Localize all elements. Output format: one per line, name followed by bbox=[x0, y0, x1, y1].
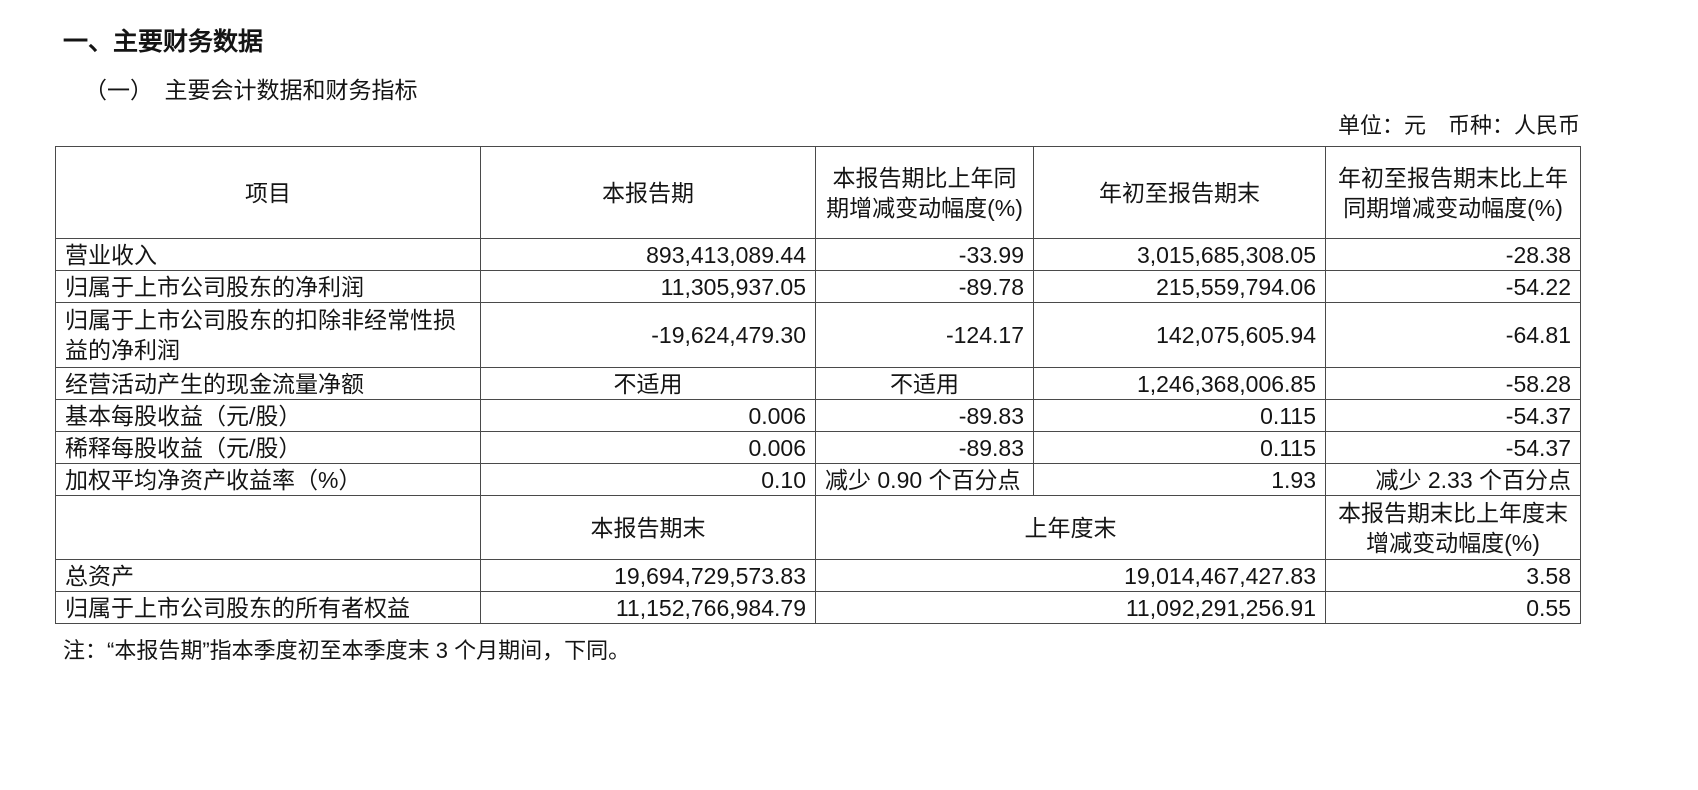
cell-ytd-yoy: -28.38 bbox=[1325, 238, 1581, 271]
cell-change: 0.55 bbox=[1325, 591, 1581, 624]
cell-ytd-yoy: -54.37 bbox=[1325, 399, 1581, 432]
cell-current: 893,413,089.44 bbox=[480, 238, 816, 271]
cell-yoy: 减少 0.90 个百分点 bbox=[815, 463, 1034, 496]
page-title: 一、主要财务数据 bbox=[63, 28, 264, 56]
cell-prev-year-end: 19,014,467,427.83 bbox=[815, 559, 1326, 592]
table-footnote: 注：“本报告期”指本季度初至本季度末 3 个月期间，下同。 bbox=[63, 638, 631, 663]
financial-data-table: 项目 本报告期 本报告期比上年同期增减变动幅度(%) 年初至报告期末 年初至报告… bbox=[55, 146, 1581, 624]
unit-currency-note: 单位：元 币种：人民币 bbox=[1337, 113, 1580, 138]
header-current-period: 本报告期 bbox=[480, 146, 816, 239]
cell-prev-year-end: 11,092,291,256.91 bbox=[815, 591, 1326, 624]
cell-current: 不适用 bbox=[480, 367, 816, 400]
cell-yoy: 不适用 bbox=[815, 367, 1034, 400]
cell-current: 0.10 bbox=[480, 463, 816, 496]
row-label: 稀释每股收益（元/股） bbox=[55, 431, 481, 464]
cell-current: 11,305,937.05 bbox=[480, 270, 816, 303]
table-row-weighted-avg-roe: 加权平均净资产收益率（%） 0.10 减少 0.90 个百分点 1.93 减少 … bbox=[55, 463, 1581, 496]
cell-ytd-yoy: -58.28 bbox=[1325, 367, 1581, 400]
cell-ytd: 0.115 bbox=[1033, 399, 1326, 432]
header-ytd-yoy: 年初至报告期末比上年同期增减变动幅度(%) bbox=[1325, 146, 1581, 239]
cell-ytd-yoy: -54.37 bbox=[1325, 431, 1581, 464]
cell-ytd: 3,015,685,308.05 bbox=[1033, 238, 1326, 271]
header-empty-cell bbox=[55, 495, 481, 560]
cell-ytd: 1.93 bbox=[1033, 463, 1326, 496]
cell-ytd: 142,075,605.94 bbox=[1033, 302, 1326, 368]
cell-ytd-yoy: -54.22 bbox=[1325, 270, 1581, 303]
section-subtitle: （一） 主要会计数据和财务指标 bbox=[84, 77, 418, 103]
table-row-diluted-eps: 稀释每股收益（元/股） 0.006 -89.83 0.115 -54.37 bbox=[55, 431, 1581, 464]
table-second-header-row: 本报告期末 上年度末 本报告期末比上年度末增减变动幅度(%) bbox=[55, 495, 1581, 560]
table-header-row: 项目 本报告期 本报告期比上年同期增减变动幅度(%) 年初至报告期末 年初至报告… bbox=[55, 146, 1581, 239]
table-row-shareholders-equity: 归属于上市公司股东的所有者权益 11,152,766,984.79 11,092… bbox=[55, 591, 1581, 624]
row-label: 归属于上市公司股东的净利润 bbox=[55, 270, 481, 303]
cell-current: 0.006 bbox=[480, 399, 816, 432]
table-row-net-profit-excl-nonrecurring: 归属于上市公司股东的扣除非经常性损益的净利润 -19,624,479.30 -1… bbox=[55, 302, 1581, 368]
row-label: 经营活动产生的现金流量净额 bbox=[55, 367, 481, 400]
table-row-operating-cash-flow: 经营活动产生的现金流量净额 不适用 不适用 1,246,368,006.85 -… bbox=[55, 367, 1581, 400]
cell-yoy: -33.99 bbox=[815, 238, 1034, 271]
cell-current: 0.006 bbox=[480, 431, 816, 464]
cell-ytd: 215,559,794.06 bbox=[1033, 270, 1326, 303]
table-row-net-profit: 归属于上市公司股东的净利润 11,305,937.05 -89.78 215,5… bbox=[55, 270, 1581, 303]
table-row-basic-eps: 基本每股收益（元/股） 0.006 -89.83 0.115 -54.37 bbox=[55, 399, 1581, 432]
row-label: 总资产 bbox=[55, 559, 481, 592]
header-item: 项目 bbox=[55, 146, 481, 239]
cell-yoy: -124.17 bbox=[815, 302, 1034, 368]
table-row-revenue: 营业收入 893,413,089.44 -33.99 3,015,685,308… bbox=[55, 238, 1581, 271]
cell-yoy: -89.83 bbox=[815, 431, 1034, 464]
header-current-period-yoy: 本报告期比上年同期增减变动幅度(%) bbox=[815, 146, 1034, 239]
header-prev-year-end: 上年度末 bbox=[815, 495, 1326, 560]
header-period-end: 本报告期末 bbox=[480, 495, 816, 560]
row-label: 归属于上市公司股东的所有者权益 bbox=[55, 591, 481, 624]
row-label: 加权平均净资产收益率（%） bbox=[55, 463, 481, 496]
cell-period-end: 19,694,729,573.83 bbox=[480, 559, 816, 592]
cell-change: 3.58 bbox=[1325, 559, 1581, 592]
cell-period-end: 11,152,766,984.79 bbox=[480, 591, 816, 624]
financial-report-page: 一、主要财务数据 （一） 主要会计数据和财务指标 单位：元 币种：人民币 项目 … bbox=[55, 28, 1581, 663]
cell-ytd: 0.115 bbox=[1033, 431, 1326, 464]
row-label: 基本每股收益（元/股） bbox=[55, 399, 481, 432]
header-period-end-change: 本报告期末比上年度末增减变动幅度(%) bbox=[1325, 495, 1581, 560]
cell-ytd: 1,246,368,006.85 bbox=[1033, 367, 1326, 400]
header-ytd: 年初至报告期末 bbox=[1033, 146, 1326, 239]
cell-ytd-yoy: 减少 2.33 个百分点 bbox=[1325, 463, 1581, 496]
row-label: 营业收入 bbox=[55, 238, 481, 271]
cell-yoy: -89.83 bbox=[815, 399, 1034, 432]
row-label: 归属于上市公司股东的扣除非经常性损益的净利润 bbox=[55, 302, 481, 368]
cell-yoy: -89.78 bbox=[815, 270, 1034, 303]
cell-current: -19,624,479.30 bbox=[480, 302, 816, 368]
cell-ytd-yoy: -64.81 bbox=[1325, 302, 1581, 368]
table-row-total-assets: 总资产 19,694,729,573.83 19,014,467,427.83 … bbox=[55, 559, 1581, 592]
